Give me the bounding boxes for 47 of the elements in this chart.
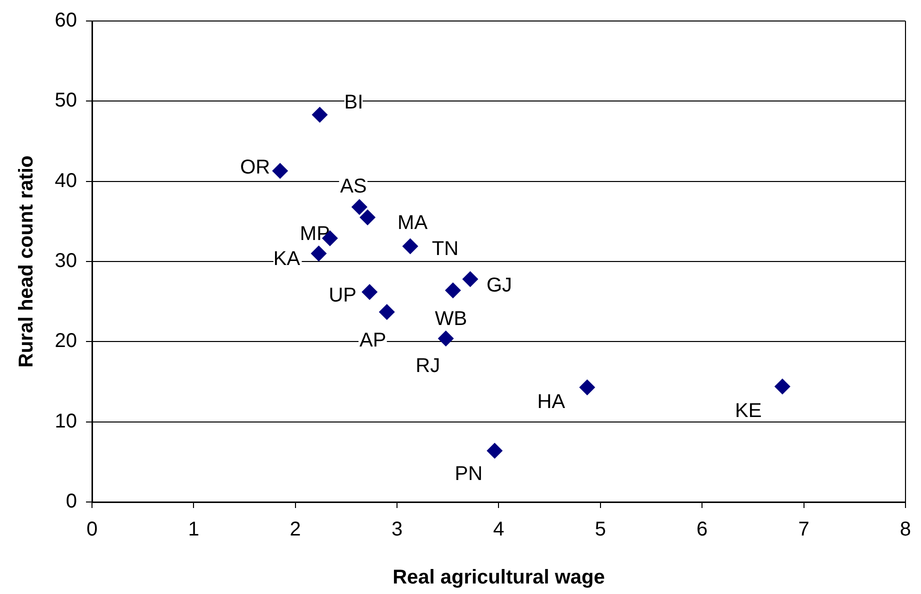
point bbox=[444, 282, 461, 298]
annotation: WB bbox=[434, 308, 468, 330]
point bbox=[362, 284, 378, 300]
y-tick-label: 50 bbox=[54, 90, 77, 112]
point bbox=[310, 245, 327, 262]
y-tick-label: 0 bbox=[66, 490, 77, 513]
annotation: HA bbox=[537, 390, 566, 413]
x-tick-label: 6 bbox=[696, 518, 708, 541]
x-tick-label: 7 bbox=[798, 518, 810, 541]
annotation: KA bbox=[273, 248, 301, 270]
x-tick-label: 3 bbox=[391, 518, 403, 541]
annotation: AS bbox=[340, 176, 367, 198]
y-tick-label: 10 bbox=[54, 410, 77, 432]
y-axis-title: Rural head count ratio bbox=[16, 155, 38, 368]
annotation: MP bbox=[300, 222, 330, 245]
point bbox=[402, 238, 418, 254]
annotation: OR bbox=[240, 156, 270, 178]
y-tick-label: 40 bbox=[54, 170, 77, 192]
x-tick-label: 5 bbox=[594, 518, 606, 541]
annotation: PN bbox=[454, 463, 483, 486]
annotation: RJ bbox=[416, 354, 440, 377]
point bbox=[351, 198, 368, 215]
x-tick-label: 0 bbox=[86, 518, 98, 541]
point bbox=[462, 271, 478, 288]
point bbox=[438, 330, 454, 346]
x-tick-label: 8 bbox=[900, 518, 911, 541]
annotation: GJ bbox=[486, 274, 512, 297]
point bbox=[774, 378, 790, 395]
annotation: UP bbox=[328, 284, 356, 306]
annotation: KE bbox=[735, 400, 762, 422]
annotation: MA bbox=[398, 212, 428, 234]
point bbox=[312, 106, 328, 123]
x-tick-label: 1 bbox=[188, 518, 200, 541]
x-tick-label: 4 bbox=[493, 518, 504, 541]
point bbox=[272, 162, 288, 179]
annotation: BI bbox=[344, 91, 364, 114]
x-tick-label: 2 bbox=[290, 518, 301, 541]
annotation: TN bbox=[432, 238, 459, 260]
point bbox=[486, 442, 503, 459]
point bbox=[378, 304, 395, 320]
y-tick-label: 30 bbox=[54, 250, 77, 272]
point bbox=[360, 209, 376, 226]
y-tick-label: 20 bbox=[54, 330, 77, 352]
annotation: AP bbox=[360, 330, 386, 352]
y-tick-label: 60 bbox=[54, 10, 77, 32]
x-axis-title: Real agricultural wage bbox=[392, 566, 605, 589]
point bbox=[579, 379, 596, 396]
